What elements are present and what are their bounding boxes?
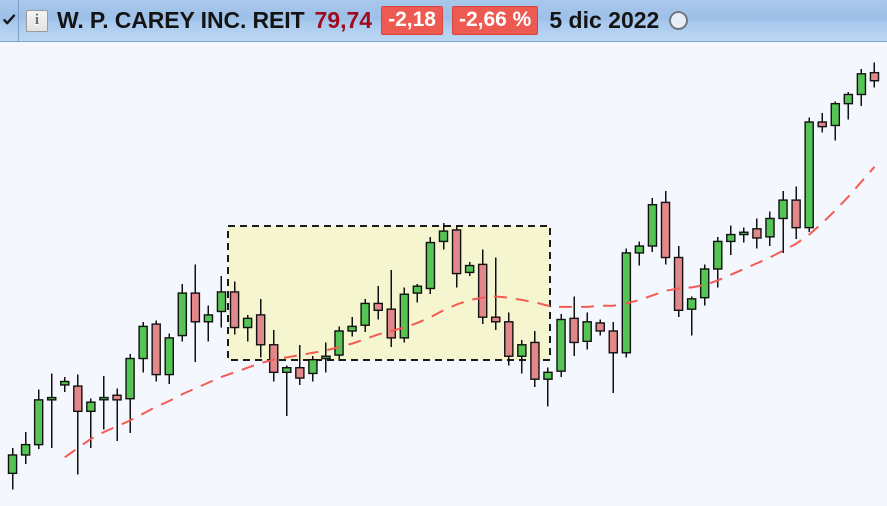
moving-average-line	[64, 166, 876, 459]
change-percent-badge: -2,66 %	[451, 6, 539, 35]
instrument-name: W. P. CAREY INC. REIT	[57, 7, 305, 33]
candlestick-chart	[0, 42, 887, 506]
last-price: 79,74	[314, 7, 373, 33]
titlebar-divider	[18, 0, 19, 41]
selection-rectangle[interactable]	[227, 225, 551, 361]
titlebar: i W. P. CAREY INC. REIT 79,74 -2,18 -2,6…	[0, 0, 887, 42]
quote-date: 5 dic 2022	[549, 7, 660, 33]
change-absolute-badge: -2,18	[381, 6, 443, 35]
chevron-check-icon[interactable]	[0, 0, 18, 41]
candle-series	[7, 62, 880, 490]
chart-plot-area[interactable]	[0, 42, 887, 506]
circle-icon[interactable]	[669, 11, 689, 30]
info-icon[interactable]: i	[26, 9, 48, 32]
